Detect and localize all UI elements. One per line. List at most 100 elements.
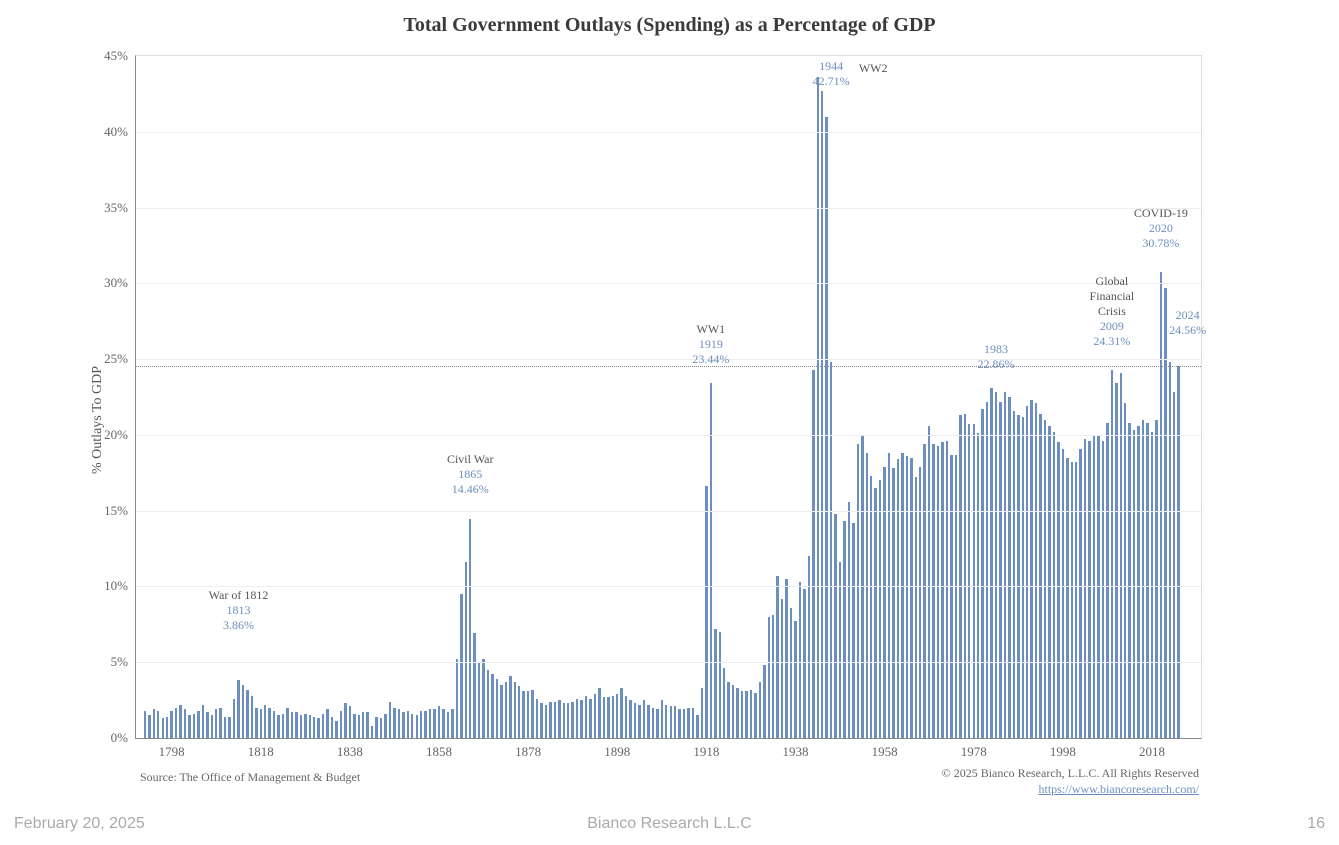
bar bbox=[585, 696, 587, 738]
bar bbox=[647, 705, 649, 738]
bar bbox=[741, 691, 743, 738]
bar bbox=[781, 599, 783, 738]
bar bbox=[946, 441, 948, 738]
x-tick-label: 1798 bbox=[159, 738, 185, 760]
bar bbox=[1053, 432, 1055, 738]
bar bbox=[188, 715, 190, 738]
bar bbox=[531, 690, 533, 738]
bar bbox=[696, 715, 698, 738]
y-axis-label: % Outlays To GDP bbox=[90, 366, 106, 474]
bar bbox=[919, 467, 921, 738]
bar bbox=[661, 700, 663, 738]
bar bbox=[509, 676, 511, 738]
bar bbox=[522, 691, 524, 738]
annotation-value: 30.78% bbox=[1134, 236, 1188, 251]
bar bbox=[1066, 458, 1068, 738]
x-tick-label: 1838 bbox=[337, 738, 363, 760]
bar bbox=[518, 686, 520, 738]
bar bbox=[1030, 400, 1032, 738]
annotation-year: 2024 bbox=[1169, 308, 1206, 323]
bar bbox=[433, 709, 435, 738]
bar bbox=[340, 711, 342, 738]
bar bbox=[1137, 426, 1139, 738]
bar bbox=[692, 708, 694, 738]
bar bbox=[825, 117, 827, 738]
bar bbox=[808, 556, 810, 738]
y-tick-label: 45% bbox=[104, 48, 136, 64]
bar bbox=[750, 690, 752, 738]
bar bbox=[616, 694, 618, 738]
y-tick-label: 10% bbox=[104, 578, 136, 594]
bar bbox=[424, 711, 426, 738]
bar bbox=[349, 706, 351, 738]
bar bbox=[206, 712, 208, 738]
y-tick-label: 5% bbox=[111, 654, 136, 670]
bar bbox=[803, 589, 805, 738]
bars-container bbox=[136, 56, 1201, 738]
reference-line bbox=[136, 366, 1201, 367]
bar bbox=[219, 708, 221, 738]
copyright-link[interactable]: https://www.biancoresearch.com/ bbox=[1038, 782, 1199, 796]
chart-annotation: WW1191923.44% bbox=[692, 322, 729, 367]
bar bbox=[1155, 420, 1157, 738]
bar bbox=[571, 702, 573, 738]
bar bbox=[1151, 432, 1153, 738]
bar bbox=[580, 700, 582, 738]
bar bbox=[714, 629, 716, 738]
bar bbox=[224, 717, 226, 738]
bar bbox=[888, 453, 890, 738]
x-tick-label: 1898 bbox=[604, 738, 630, 760]
bar bbox=[291, 712, 293, 738]
bar bbox=[754, 693, 756, 738]
bar bbox=[429, 709, 431, 738]
bar bbox=[928, 426, 930, 738]
bar bbox=[932, 444, 934, 738]
bar bbox=[656, 709, 658, 738]
bar bbox=[923, 444, 925, 738]
annotation-title: WW2 bbox=[859, 61, 888, 76]
chart-annotation: War of 181218133.86% bbox=[209, 588, 269, 633]
bar bbox=[1173, 392, 1175, 738]
bar bbox=[1026, 406, 1028, 738]
bar bbox=[567, 703, 569, 738]
annotation-year: 1865 bbox=[447, 467, 493, 482]
bar bbox=[211, 715, 213, 738]
bar bbox=[643, 700, 645, 738]
bar bbox=[1120, 373, 1122, 738]
bar bbox=[162, 718, 164, 738]
bar bbox=[950, 455, 952, 738]
annotation-value: 24.31% bbox=[1090, 334, 1135, 349]
x-tick-label: 1858 bbox=[426, 738, 452, 760]
x-tick-label: 2018 bbox=[1139, 738, 1165, 760]
bar bbox=[282, 714, 284, 738]
bar bbox=[1160, 272, 1162, 738]
bar bbox=[233, 699, 235, 738]
bar bbox=[612, 696, 614, 738]
grid-line bbox=[136, 208, 1201, 209]
bar bbox=[776, 576, 778, 738]
bar bbox=[353, 714, 355, 738]
bar bbox=[834, 514, 836, 738]
bar bbox=[1057, 442, 1059, 738]
bar bbox=[1079, 449, 1081, 738]
bar bbox=[317, 718, 319, 738]
bar bbox=[326, 709, 328, 738]
bar bbox=[839, 562, 841, 738]
bar bbox=[202, 705, 204, 738]
y-tick-label: 20% bbox=[104, 427, 136, 443]
bar bbox=[286, 708, 288, 738]
bar bbox=[870, 476, 872, 738]
bar bbox=[456, 659, 458, 738]
annotation-title: GlobalFinancialCrisis bbox=[1090, 274, 1135, 319]
bar bbox=[144, 711, 146, 738]
grid-line bbox=[136, 132, 1201, 133]
bar bbox=[478, 662, 480, 738]
bar bbox=[482, 659, 484, 738]
bar bbox=[179, 705, 181, 738]
bar bbox=[491, 674, 493, 738]
bar bbox=[964, 414, 966, 738]
bar bbox=[1088, 441, 1090, 738]
bar bbox=[874, 488, 876, 738]
chart-plot-area: 0%5%10%15%20%25%30%35%40%45%179818181838… bbox=[135, 55, 1202, 739]
bar bbox=[883, 467, 885, 738]
